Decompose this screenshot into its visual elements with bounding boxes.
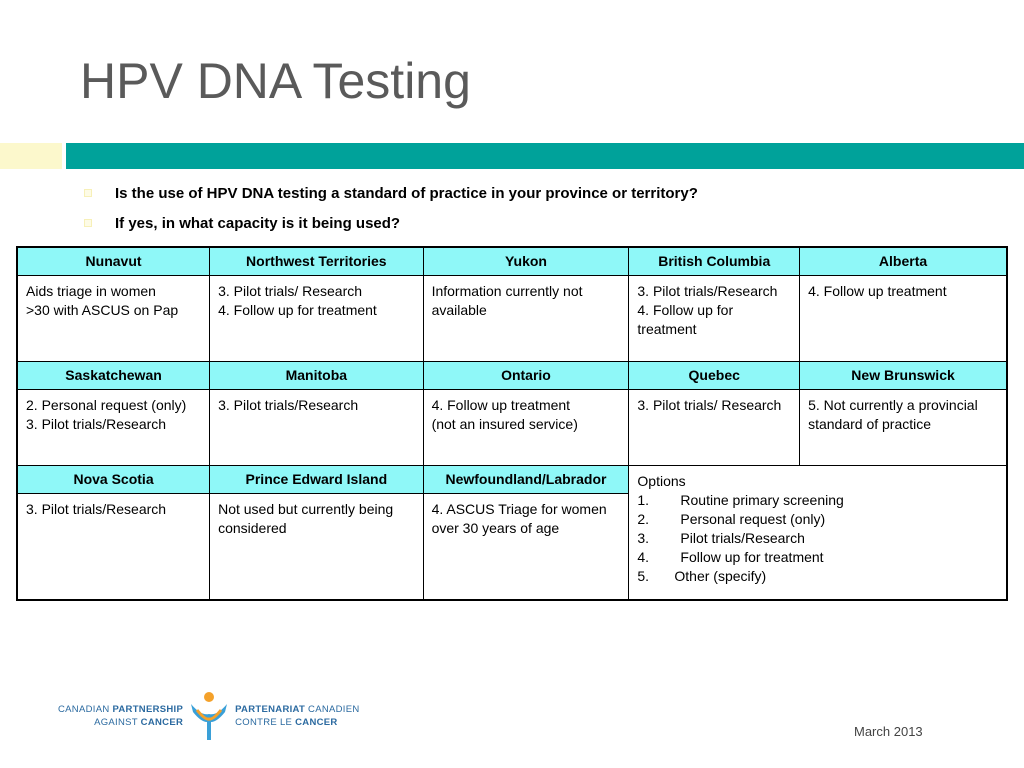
header-nova-scotia: Nova Scotia xyxy=(16,465,211,494)
header-yukon: Yukon xyxy=(422,246,630,276)
cell-northwest-territories: 3. Pilot trials/ Research 4. Follow up f… xyxy=(209,275,424,362)
option-text: Personal request (only) xyxy=(680,511,826,527)
cell-nova-scotia: 3. Pilot trials/Research xyxy=(16,493,211,600)
logo-text: PARTENARIAT xyxy=(235,704,306,715)
question-item: If yes, in what capacity is it being use… xyxy=(84,208,698,238)
cell-line: (not an insured service) xyxy=(431,416,578,432)
slide-title: HPV DNA Testing xyxy=(80,53,471,109)
header-row: Nova Scotia Prince Edward Island Newfoun… xyxy=(16,465,1008,600)
cell-line: Information currently not available xyxy=(431,283,583,318)
bullet-icon xyxy=(84,219,92,227)
cell-line: 3. Pilot trials/Research xyxy=(26,416,167,432)
province-table: Nunavut Northwest Territories Yukon Brit… xyxy=(16,246,1008,601)
option-item: 5. Other (specify) xyxy=(637,567,998,586)
option-text: Routine primary screening xyxy=(680,492,844,508)
logo-text-french: PARTENARIAT CANADIEN CONTRE LE CANCER xyxy=(235,703,359,729)
cell-line: Not used but currently being considered xyxy=(218,501,394,536)
cell-quebec: 3. Pilot trials/ Research xyxy=(628,389,801,466)
header-ontario: Ontario xyxy=(422,361,630,390)
cell-line: 2. Personal request (only) xyxy=(26,397,187,413)
option-text: Follow up for treatment xyxy=(680,549,824,565)
cell-alberta: 4. Follow up treatment xyxy=(799,275,1008,362)
header-quebec: Quebec xyxy=(628,361,801,390)
cell-line: >30 with ASCUS on Pap xyxy=(26,302,179,318)
header-band-left xyxy=(0,143,62,169)
header-manitoba: Manitoba xyxy=(209,361,424,390)
header-row: Nunavut Northwest Territories Yukon Brit… xyxy=(16,246,1008,276)
cell-line: 3. Pilot trials/ Research xyxy=(637,397,782,413)
header-newfoundland-labrador: Newfoundland/Labrador xyxy=(422,465,630,494)
figure-icon xyxy=(191,692,228,740)
options-legend: Options 1. Routine primary screening 2. Pe… xyxy=(628,465,1008,600)
cell-line: 4. Follow up treatment xyxy=(431,397,571,413)
table-row: 3. Pilot trials/Research Not used but cu… xyxy=(16,493,1007,600)
cell-line: 3. Pilot trials/Research xyxy=(637,283,778,299)
cell-new-brunswick: 5. Not currently a provincial standard o… xyxy=(799,389,1008,466)
option-text: Pilot trials/Research xyxy=(680,530,805,546)
cell-newfoundland-labrador: 4. ASCUS Triage for women over 30 years … xyxy=(422,493,630,600)
slide-date: March 2013 xyxy=(854,724,923,739)
option-number: 2. xyxy=(637,511,650,527)
options-title: Options xyxy=(637,473,686,489)
bullet-icon xyxy=(84,189,92,197)
header-saskatchewan: Saskatchewan xyxy=(16,361,211,390)
cell-ontario: 4. Follow up treatment (not an insured s… xyxy=(422,389,630,466)
logo-text: AGAINST xyxy=(94,717,141,728)
cpac-logo: CANADIAN PARTNERSHIP AGAINST CANCER PART… xyxy=(58,690,360,742)
question-item: Is the use of HPV DNA testing a standard… xyxy=(84,178,698,208)
table-row: Aids triage in women >30 with ASCUS on P… xyxy=(16,275,1008,362)
header-row: Saskatchewan Manitoba Ontario Quebec New… xyxy=(16,361,1008,390)
option-item: 2. Personal request (only) xyxy=(637,510,998,529)
logo-text: CONTRE LE xyxy=(235,717,296,728)
cell-line: 3. Pilot trials/Research xyxy=(26,501,167,517)
cell-line: 4. ASCUS Triage for women over 30 years … xyxy=(431,501,607,536)
cell-yukon: Information currently not available xyxy=(422,275,630,362)
header-nunavut: Nunavut xyxy=(16,246,211,276)
header-british-columbia: British Columbia xyxy=(628,246,801,276)
cell-prince-edward-island: Not used but currently being considered xyxy=(209,493,424,600)
option-number: 5. xyxy=(637,568,650,584)
header-northwest-territories: Northwest Territories xyxy=(209,246,424,276)
option-item: 3. Pilot trials/Research xyxy=(637,529,998,548)
cell-saskatchewan: 2. Personal request (only) 3. Pilot tria… xyxy=(16,389,211,466)
table-row: 2. Personal request (only) 3. Pilot tria… xyxy=(16,389,1008,466)
option-text: Other (specify) xyxy=(674,568,767,584)
cell-british-columbia: 3. Pilot trials/Research 4. Follow up fo… xyxy=(628,275,801,362)
header-prince-edward-island: Prince Edward Island xyxy=(209,465,424,494)
option-item: 4. Follow up for treatment xyxy=(637,548,998,567)
option-number: 1. xyxy=(637,492,650,508)
header-alberta: Alberta xyxy=(799,246,1008,276)
cell-line: 4. Follow up for treatment xyxy=(637,302,734,337)
option-number: 4. xyxy=(637,549,650,565)
option-item: 1. Routine primary screening xyxy=(637,491,998,510)
cell-line: 4. Follow up treatment xyxy=(808,283,947,299)
logo-text: CANADIAN xyxy=(58,704,113,715)
option-number: 3. xyxy=(637,530,650,546)
question-text: Is the use of HPV DNA testing a standard… xyxy=(115,184,698,202)
cell-manitoba: 3. Pilot trials/Research xyxy=(209,389,424,466)
cell-nunavut: Aids triage in women >30 with ASCUS on P… xyxy=(16,275,211,362)
cell-line: 5. Not currently a provincial standard o… xyxy=(808,397,978,432)
logo-text: CANCER xyxy=(295,717,338,728)
question-list: Is the use of HPV DNA testing a standard… xyxy=(84,178,698,238)
logo-text: CANCER xyxy=(140,717,184,728)
header-band-right xyxy=(66,143,1024,169)
cell-line: Aids triage in women xyxy=(26,283,156,299)
cell-line: 3. Pilot trials/ Research xyxy=(218,283,363,299)
cell-line: 4. Follow up for treatment xyxy=(218,302,377,318)
question-text: If yes, in what capacity is it being use… xyxy=(115,214,401,232)
header-new-brunswick: New Brunswick xyxy=(799,361,1008,390)
logo-text: PARTNERSHIP xyxy=(112,704,184,715)
cell-line: 3. Pilot trials/Research xyxy=(218,397,359,413)
logo-text-english: CANADIAN PARTNERSHIP AGAINST CANCER xyxy=(58,703,183,729)
logo-text: CANADIEN xyxy=(305,704,360,715)
